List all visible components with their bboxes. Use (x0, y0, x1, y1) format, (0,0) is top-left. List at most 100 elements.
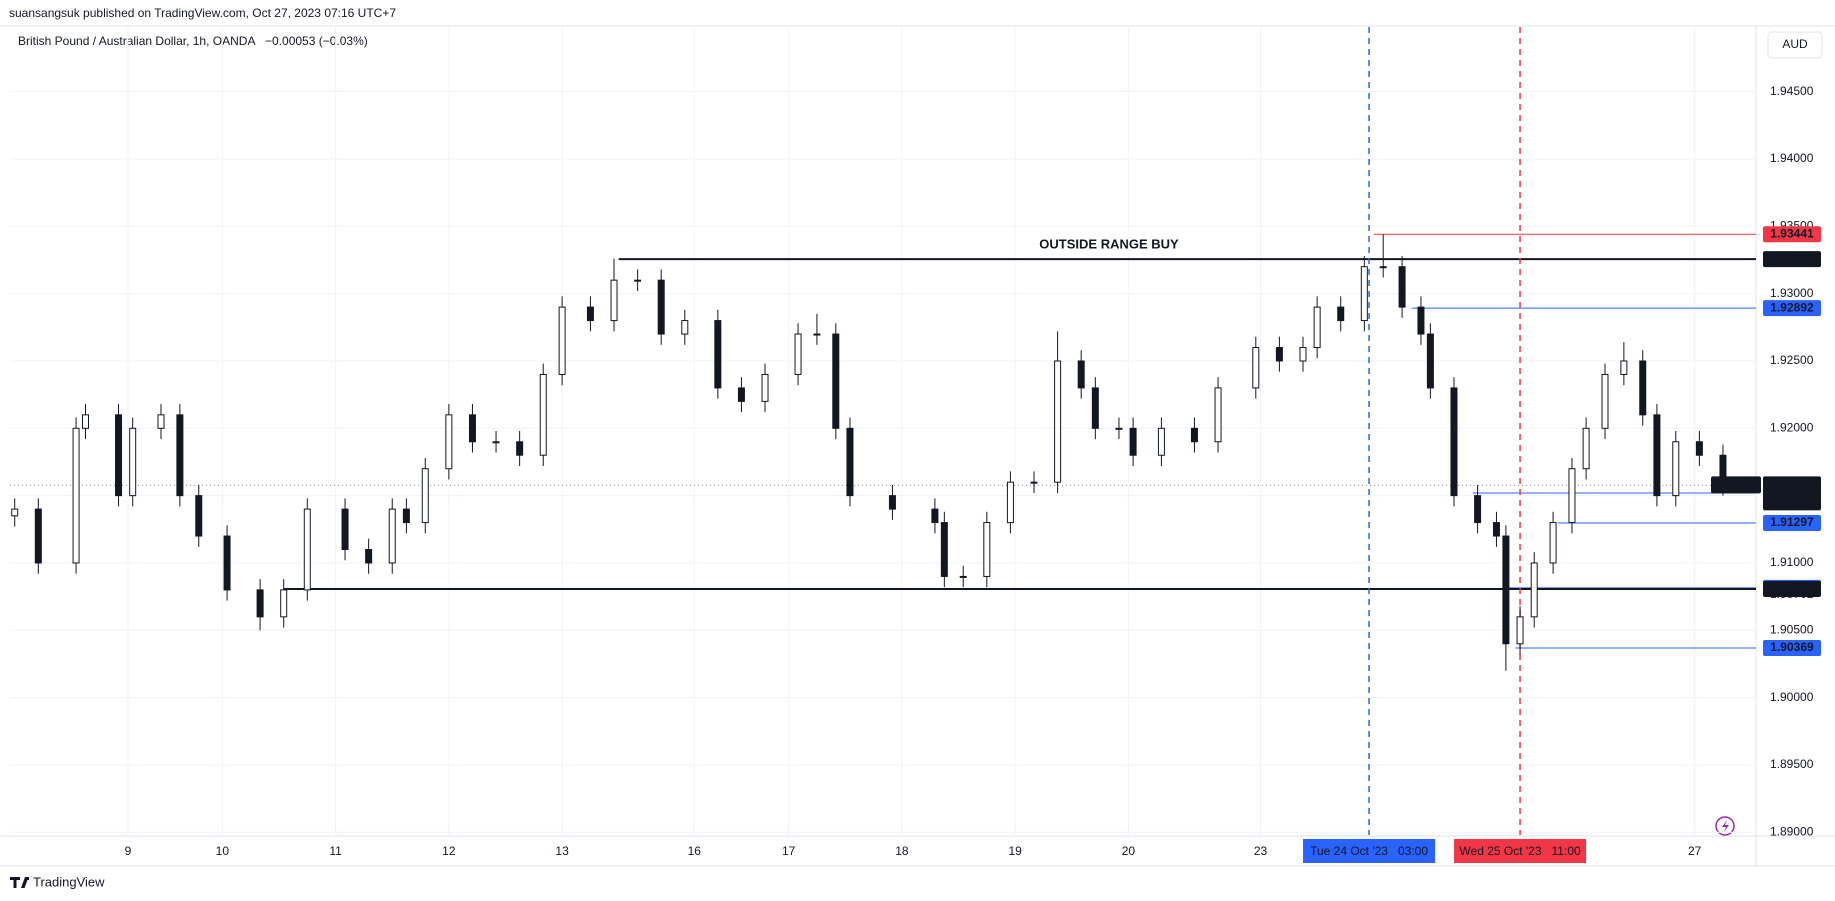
level-label-box (1763, 639, 1821, 656)
currency-button-label[interactable]: AUD (1782, 37, 1808, 51)
y-tick-label: 1.90000 (1770, 690, 1814, 704)
level-label-text: 1.93441 (1770, 226, 1814, 240)
candle-body (1190, 427, 1198, 443)
candle-body (1601, 373, 1609, 429)
candle-body (516, 441, 524, 456)
axes: 1.89000 1.89500 1.90000 1.90500 1.91000 1.915… (125, 84, 1821, 863)
y-tick-label: 1.94000 (1770, 151, 1814, 165)
x-tick-label: 27 (1688, 844, 1702, 858)
candle-body (1030, 481, 1038, 484)
last-price-text: 1.91576 (1770, 478, 1814, 492)
y-tick-label: 1.92500 (1770, 353, 1814, 367)
candle-body (1313, 306, 1321, 349)
candle-body (468, 414, 476, 443)
candle-body (421, 468, 429, 524)
x-tick-label: 19 (1008, 844, 1022, 858)
x-tick-label: 11 (329, 844, 342, 858)
x-tick-label: 23 (1254, 844, 1268, 858)
level-label-box (1763, 300, 1821, 317)
price-change: −0.00053 (−0.03%) (265, 34, 368, 48)
candle-body (1620, 360, 1628, 375)
candle-body (1214, 387, 1222, 443)
symbol-tag-text: GBPAUD (1713, 479, 1759, 491)
y-tick-label: 1.94500 (1770, 84, 1814, 98)
level-label-text: 1.90369 (1770, 640, 1814, 654)
candle-body (1077, 360, 1085, 389)
symbol-tag (1711, 476, 1761, 494)
x-tick-label: 18 (895, 844, 909, 858)
level-label-text: 1.90807 (1770, 581, 1814, 595)
candle-body (1530, 562, 1538, 618)
candle-body (492, 441, 500, 444)
alert-icon-bolt[interactable] (1722, 820, 1729, 832)
x-tick-label: 13 (555, 844, 569, 858)
candle-body (34, 508, 42, 564)
candle-body (1582, 427, 1590, 470)
candle-body (1337, 306, 1345, 322)
y-tick-label: 1.89000 (1770, 824, 1814, 838)
candle-body (1157, 427, 1165, 456)
candle-body (1398, 266, 1406, 308)
marker-label-box (1303, 839, 1436, 863)
candle-body (280, 589, 288, 618)
candle-body (610, 279, 618, 322)
candle-body (365, 549, 373, 564)
candle-body (813, 333, 821, 336)
y-tick-label: 1.90500 (1770, 622, 1814, 636)
candle-body (1450, 387, 1458, 497)
candle-body (634, 279, 642, 282)
brand-name: TradingView (33, 874, 105, 889)
candle-body (940, 522, 948, 577)
candle-body (388, 508, 396, 564)
candle-body (931, 508, 939, 524)
candle-body (11, 508, 19, 517)
candle-body (558, 306, 566, 375)
candle-body (303, 508, 311, 591)
candle-body (1695, 441, 1703, 456)
level-label-text: 1.92892 (1770, 300, 1814, 314)
candle-body (176, 414, 184, 497)
candle-body (1379, 266, 1387, 269)
marker-label: Wed 25 Oct '23 11:00 (1459, 844, 1581, 858)
last-price-box (1763, 476, 1821, 511)
candle-body (1299, 347, 1307, 362)
candle-body (1129, 427, 1137, 456)
published-note: suansangsuk published on TradingView.com… (9, 6, 396, 20)
candle-body (1006, 481, 1014, 524)
x-tick-label: 10 (216, 844, 230, 858)
candle-body (1360, 266, 1368, 322)
candle-body (157, 414, 165, 429)
candle-body (445, 414, 453, 470)
x-tick-label: 9 (125, 844, 132, 858)
alert-icon[interactable] (1715, 816, 1735, 836)
x-tick-label: 17 (782, 844, 796, 858)
candle-body (115, 414, 123, 497)
y-tick-label: 1.91000 (1770, 555, 1814, 569)
x-tick-label: 16 (688, 844, 702, 858)
marker-label: Tue 24 Oct '23 03:00 (1310, 844, 1428, 858)
candle-body (1054, 360, 1062, 483)
candle-body (832, 333, 840, 429)
candle-body (1549, 522, 1557, 564)
candle-body (1502, 535, 1510, 645)
candle-body (129, 427, 137, 497)
candle-body (1639, 360, 1647, 416)
candle-body (402, 508, 410, 524)
candle-body (1516, 616, 1524, 645)
candle-body (1252, 347, 1260, 389)
grid (10, 27, 1756, 835)
candle-body (983, 522, 991, 577)
x-tick-label: 20 (1122, 844, 1136, 858)
level-label-box (1763, 580, 1821, 597)
candle-body (1426, 333, 1434, 389)
candle-body (681, 320, 689, 335)
candle-body (1417, 306, 1425, 335)
candle-body (1115, 427, 1123, 430)
candle-body (1653, 414, 1661, 497)
candle-body (1672, 441, 1680, 497)
candle-body (586, 306, 594, 322)
candle-body (1275, 347, 1283, 362)
currency-button[interactable] (1767, 31, 1823, 59)
